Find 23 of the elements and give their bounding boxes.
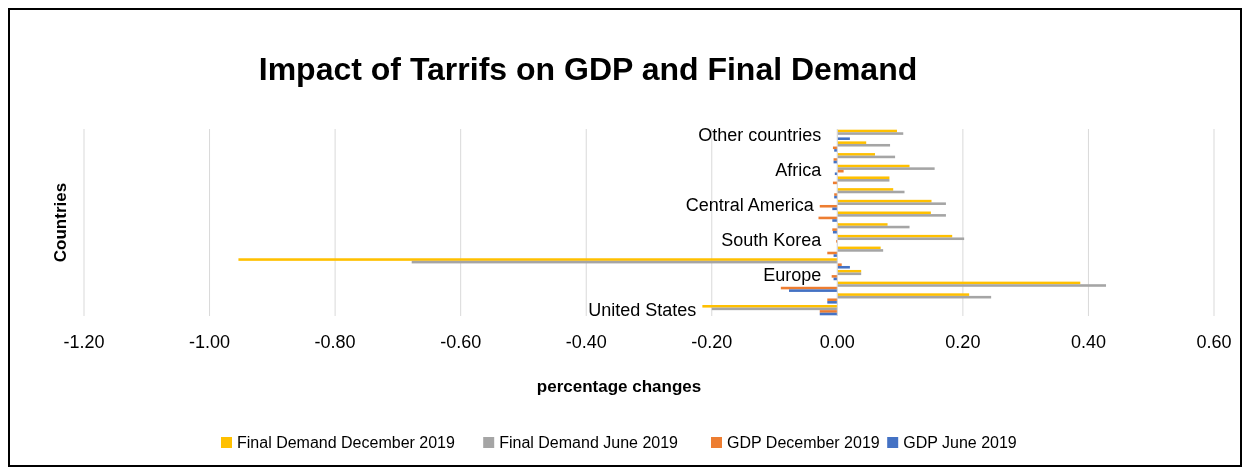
x-tick-label: 0.60 <box>1196 332 1232 352</box>
legend-label: Final Demand December 2019 <box>237 434 455 451</box>
legend-label: Final Demand June 2019 <box>499 434 679 451</box>
chart-title: Impact of Tarrifs on GDP and Final Demand <box>258 51 918 87</box>
x-axis-title: percentage changes <box>536 377 702 396</box>
y-tick-label: Africa <box>775 160 823 181</box>
x-tick-label: -0.80 <box>314 332 356 352</box>
x-tick-label: 0.20 <box>945 332 981 352</box>
x-tick-label: 0.40 <box>1070 332 1106 352</box>
y-tick-label: Central America <box>685 195 815 216</box>
y-tick-label: Other countries <box>698 125 822 146</box>
y-tick-label: United States <box>588 300 697 321</box>
x-tick-label: -1.00 <box>189 332 231 352</box>
x-tick-label: -0.40 <box>565 332 607 352</box>
y-axis-title: Countries <box>51 182 70 263</box>
y-tick-label: South Korea <box>721 230 823 251</box>
legend-label: GDP December 2019 <box>727 434 880 451</box>
legend-label: GDP June 2019 <box>903 434 1017 451</box>
y-tick-label: Europe <box>763 265 822 286</box>
x-tick-label: -1.20 <box>63 332 105 352</box>
x-tick-label: -0.60 <box>440 332 482 352</box>
x-tick-label: -0.20 <box>691 332 733 352</box>
x-tick-label: 0.00 <box>819 332 855 352</box>
